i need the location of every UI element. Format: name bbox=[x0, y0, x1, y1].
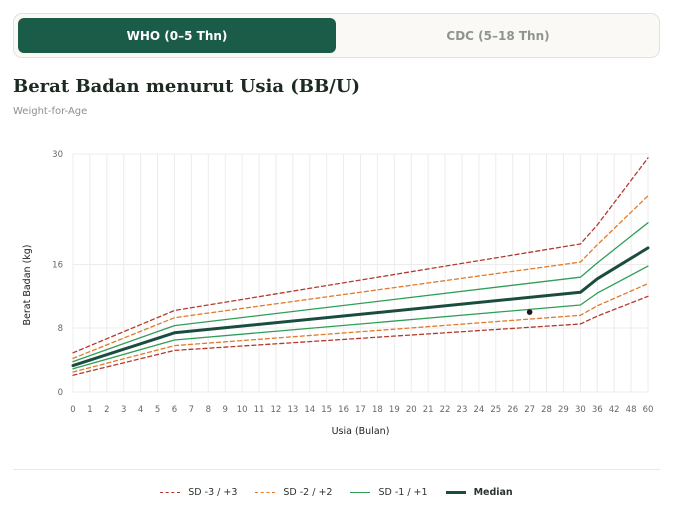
x-tick-label: 60 bbox=[643, 405, 654, 415]
y-axis-label: Berat Badan (kg) bbox=[22, 244, 33, 325]
x-tick-label: 24 bbox=[473, 405, 484, 415]
legend-item-median: Median bbox=[445, 487, 513, 498]
growth-chart: 0 1 2 3 4 5 6 7 8 9 10 11 12 13 14 15 16 17 18 19 20 21 22 23 24… bbox=[22, 150, 654, 437]
x-tick-label: 42 bbox=[609, 405, 620, 415]
y-tick-label: 0 bbox=[58, 388, 63, 398]
legend-label-sd3: SD -3 / +3 bbox=[188, 487, 238, 498]
x-tick-label: 22 bbox=[440, 405, 451, 415]
x-tick-label: 20 bbox=[406, 405, 417, 415]
x-tick-label: 1 bbox=[87, 405, 92, 415]
x-tick-label: 10 bbox=[237, 405, 248, 415]
x-tick-label: 28 bbox=[541, 405, 552, 415]
chart-standard-tabs: WHO (0–5 Thn) CDC (5–18 Thn) bbox=[13, 13, 660, 58]
x-tick-label: 15 bbox=[321, 405, 332, 415]
x-tick-label: 17 bbox=[355, 405, 366, 415]
x-tick-label: 29 bbox=[558, 405, 569, 415]
x-tick-label: 7 bbox=[189, 405, 194, 415]
tab-who[interactable]: WHO (0–5 Thn) bbox=[18, 18, 336, 53]
y-tick-label: 8 bbox=[58, 324, 63, 334]
x-tick-label: 0 bbox=[70, 405, 75, 415]
x-tick-label: 30 bbox=[575, 405, 586, 415]
x-tick-label: 18 bbox=[372, 405, 383, 415]
x-tick-label: 23 bbox=[457, 405, 468, 415]
x-tick-label: 25 bbox=[490, 405, 501, 415]
legend-label-sd2: SD -2 / +2 bbox=[283, 487, 333, 498]
x-tick-label: 19 bbox=[389, 405, 400, 415]
x-tick-label: 9 bbox=[222, 405, 227, 415]
x-tick-label: 36 bbox=[592, 405, 603, 415]
legend-label-sd1: SD -1 / +1 bbox=[378, 487, 428, 498]
y-tick-label: 16 bbox=[52, 261, 63, 271]
legend-item-sd1: SD -1 / +1 bbox=[350, 487, 428, 498]
legend-item-sd3: SD -3 / +3 bbox=[160, 487, 237, 498]
x-tick-label: 27 bbox=[524, 405, 535, 415]
x-tick-label: 11 bbox=[254, 405, 265, 415]
series-line-sd_p2 bbox=[72, 195, 649, 360]
legend-swatch-sd2 bbox=[255, 492, 276, 493]
legend-swatch-sd3 bbox=[160, 492, 181, 493]
x-tick-label: 2 bbox=[104, 405, 109, 415]
x-tick-label: 13 bbox=[287, 405, 298, 415]
x-axis-label: Usia (Bulan) bbox=[332, 426, 390, 437]
x-tick-label: 26 bbox=[507, 405, 518, 415]
legend-divider bbox=[13, 469, 660, 470]
tab-cdc[interactable]: CDC (5–18 Thn) bbox=[446, 28, 550, 43]
series-line-sd_p3 bbox=[72, 157, 649, 354]
series-line-sd_m1 bbox=[72, 265, 649, 370]
x-tick-label: 48 bbox=[626, 405, 637, 415]
x-tick-label: 6 bbox=[172, 405, 177, 415]
legend-label-median: Median bbox=[473, 487, 513, 498]
chart-subtitle: Weight-for-Age bbox=[13, 106, 88, 117]
x-tick-label: 3 bbox=[121, 405, 126, 415]
x-tick-label: 5 bbox=[155, 405, 160, 415]
legend-swatch-sd1 bbox=[350, 492, 371, 493]
y-tick-label: 30 bbox=[52, 150, 63, 160]
x-tick-label: 4 bbox=[138, 405, 143, 415]
x-tick-label: 16 bbox=[338, 405, 349, 415]
series-line-median bbox=[71, 246, 650, 368]
legend-swatch-median bbox=[445, 491, 466, 494]
x-tick-label: 21 bbox=[423, 405, 434, 415]
chart-title: Berat Badan menurut Usia (BB/U) bbox=[13, 76, 361, 97]
series-line-sd_m2 bbox=[72, 282, 649, 373]
measurement-point bbox=[526, 309, 533, 315]
x-tick-label: 14 bbox=[304, 405, 315, 415]
legend-item-sd2: SD -2 / +2 bbox=[255, 487, 332, 498]
series-line-sd_p1 bbox=[72, 222, 649, 363]
x-tick-label: 12 bbox=[271, 405, 282, 415]
chart-legend: SD -3 / +3 SD -2 / +2 SD -1 / +1 Median bbox=[0, 487, 673, 498]
series-line-sd_m3 bbox=[72, 295, 649, 376]
x-tick-label: 8 bbox=[206, 405, 211, 415]
